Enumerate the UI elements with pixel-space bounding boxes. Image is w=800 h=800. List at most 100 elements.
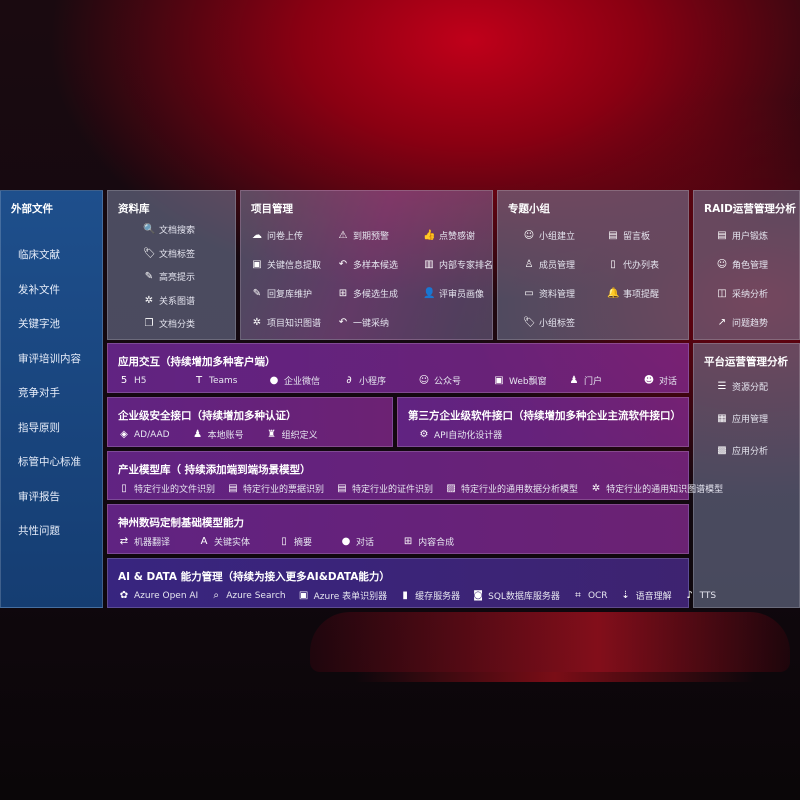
item-edit[interactable]: ✎ 回复库维护 <box>251 287 312 300</box>
item-label: 特定行业的证件识别 <box>352 485 434 495</box>
item-label: 问卷上传 <box>267 232 304 242</box>
item-label: SQL数据库服务器 <box>488 592 560 602</box>
item-users[interactable]: ☺ 角色管理 <box>716 258 768 271</box>
item-id-card[interactable]: ▤ 特定行业的证件识别 <box>336 482 433 495</box>
item-graph[interactable]: ✲ 关系图谱 <box>143 294 195 307</box>
graph-icon: ✲ <box>144 294 154 306</box>
window-icon: ▣ <box>252 259 262 270</box>
item-speech[interactable]: ⇣ 语音理解 <box>620 589 671 602</box>
item-official-account[interactable]: ☺ 公众号 <box>418 374 493 387</box>
item-thumbs-up[interactable]: 👍 点赞感谢 <box>423 229 475 242</box>
external-file-item[interactable]: 竞争对手 <box>18 387 60 399</box>
external-file-item[interactable]: 标管中心标准 <box>18 456 81 468</box>
item-graph[interactable]: ✲ 特定行业的通用知识图谱模型 <box>590 482 723 495</box>
item-html5[interactable]: 5 H5 <box>118 375 193 386</box>
local-account-icon: ♟ <box>193 429 203 440</box>
item-tag[interactable]: 🏷 小组标签 <box>523 316 575 329</box>
reply-icon: ↶ <box>338 317 348 328</box>
chart-icon: ▨ <box>446 483 456 494</box>
external-file-item[interactable]: 关键字池 <box>18 318 60 330</box>
item-sql[interactable]: ◙ SQL数据库服务器 <box>472 589 560 602</box>
item-chat[interactable]: ● 对话 <box>340 535 374 548</box>
item-puzzle[interactable]: ⊞ 多候选生成 <box>337 287 398 300</box>
panel-title: AI & DATA 能力管理（持续为接入更多AI&DATA能力） <box>118 571 390 583</box>
item-tag[interactable]: 🏷 文档标签 <box>143 247 195 260</box>
item-alarm[interactable]: ⚠ 到期预警 <box>337 229 390 242</box>
item-ad[interactable]: ◈ AD/AAD <box>118 429 169 440</box>
external-file-item[interactable]: 发补文件 <box>18 283 60 296</box>
item-label: 项目知识图谱 <box>267 319 322 329</box>
item-api-gear[interactable]: ⚙ API自动化设计器 <box>418 428 503 441</box>
item-openai[interactable]: ✿ Azure Open AI <box>118 590 198 601</box>
portal-icon: ♟ <box>569 375 579 386</box>
official-account-icon: ☺ <box>418 375 430 386</box>
item-folder[interactable]: ▭ 资料管理 <box>523 287 575 300</box>
puzzle-icon: ⊞ <box>338 288 348 299</box>
project-panel: 项目管理 ☁ 问卷上传 ⚠ 到期预警 👍 点赞感谢 ▣ 关键信息提取 ↶ 多样本候选 ▥ 内部专家排名 ✎… <box>240 190 493 340</box>
item-wechat[interactable]: ● 企业微信 <box>268 374 343 387</box>
cache-icon: ▮ <box>402 590 408 601</box>
item-chat-users[interactable]: ☻ 对话 <box>643 374 683 387</box>
item-local-account[interactable]: ♟ 本地账号 <box>192 428 244 441</box>
app-panel: 应用交互（持续增加多种客户端） 5 H5 T Teams ● 企业微信 ∂ 小程序 ☺ 公众号 ▣ We… <box>107 343 689 393</box>
item-cloud-upload[interactable]: ☁ 问卷上传 <box>251 229 303 242</box>
item-puzzle[interactable]: ⊞ 内容合成 <box>402 535 454 548</box>
item-search-doc[interactable]: ⌕ Azure Search <box>210 590 285 601</box>
item-label: 成员管理 <box>539 261 576 271</box>
item-window[interactable]: ▣ Web飘窗 <box>493 374 568 387</box>
item-form[interactable]: ▣ Azure 表单识别器 <box>298 589 387 602</box>
item-mini-program[interactable]: ∂ 小程序 <box>343 374 418 387</box>
panel-title: 资料库 <box>118 203 150 215</box>
item-tts[interactable]: ♪ TTS <box>684 590 716 601</box>
item-document-copy[interactable]: ❐ 文档分类 <box>143 317 196 330</box>
tag-icon: 🏷 <box>143 247 156 259</box>
item-clipboard[interactable]: ▯ 代办列表 <box>607 258 659 271</box>
item-receipt[interactable]: ▤ 特定行业的票据识别 <box>227 482 324 495</box>
item-translate[interactable]: ⇄ 机器翻译 <box>118 535 170 548</box>
item-checklist[interactable]: ☰ 资源分配 <box>716 380 769 393</box>
item-graph[interactable]: ✲ 项目知识图谱 <box>251 316 321 329</box>
item-label: 内部专家排名 <box>439 261 494 271</box>
item-ranking[interactable]: ▥ 内部专家排名 <box>423 258 493 271</box>
item-user-add[interactable]: ♙ 成员管理 <box>523 258 576 271</box>
item-document-search[interactable]: 🔍 文档搜索 <box>143 223 195 236</box>
speech-icon: ⇣ <box>621 590 630 601</box>
apps-icon: ▦ <box>717 413 727 424</box>
item-pen[interactable]: ✎ 高亮提示 <box>143 270 195 283</box>
item-qa[interactable]: ◫ 采纳分析 <box>716 287 768 300</box>
item-trend[interactable]: ↗ 问题趋势 <box>716 316 768 329</box>
external-file-item[interactable]: 共性问题 <box>18 525 60 537</box>
external-file-item[interactable]: 审评报告 <box>18 490 60 503</box>
item-user[interactable]: 👤 评审员画像 <box>423 287 484 300</box>
item-group[interactable]: ☺ 小组建立 <box>523 229 575 242</box>
item-document[interactable]: ▯ 摘要 <box>278 535 312 548</box>
item-label: 摘要 <box>294 538 313 548</box>
item-bbs[interactable]: ▤ 留言板 <box>607 229 650 242</box>
external-file-item[interactable]: 指导原则 <box>18 421 60 434</box>
item-reply[interactable]: ↶ 多样本候选 <box>337 258 398 271</box>
item-label: 高亮提示 <box>159 273 196 283</box>
item-org[interactable]: ♜ 组织定义 <box>266 428 318 441</box>
item-teams[interactable]: T Teams <box>193 375 268 386</box>
item-reply[interactable]: ↶ 一键采纳 <box>337 316 389 329</box>
item-apps[interactable]: ▦ 应用管理 <box>716 412 768 425</box>
item-chart[interactable]: ▨ 特定行业的通用数据分析模型 <box>445 482 578 495</box>
item-cache[interactable]: ▮ 缓存服务器 <box>399 589 460 602</box>
item-window[interactable]: ▣ 关键信息提取 <box>251 258 321 271</box>
item-file[interactable]: ▯ 特定行业的文件识别 <box>118 482 215 495</box>
openai-icon: ✿ <box>119 590 129 601</box>
item-entity[interactable]: A 关键实体 <box>198 535 250 548</box>
item-label: 事项提醒 <box>623 290 660 300</box>
item-portal[interactable]: ♟ 门户 <box>568 374 643 387</box>
pen-icon: ✎ <box>144 271 154 282</box>
item-analysis[interactable]: ▩ 应用分析 <box>716 444 768 457</box>
external-file-item[interactable]: 临床文献 <box>18 249 60 261</box>
external-file-item[interactable]: 审评培训内容 <box>18 352 81 365</box>
item-label: 应用管理 <box>732 415 769 425</box>
item-label: H5 <box>134 375 147 386</box>
item-ocr[interactable]: ⌗ OCR <box>572 590 607 601</box>
item-id-card[interactable]: ▤ 用户锻炼 <box>716 229 768 242</box>
panel-title: 外部文件 <box>11 203 53 215</box>
item-bell[interactable]: 🔔 事项提醒 <box>607 287 659 300</box>
html5-icon: 5 <box>120 375 128 386</box>
